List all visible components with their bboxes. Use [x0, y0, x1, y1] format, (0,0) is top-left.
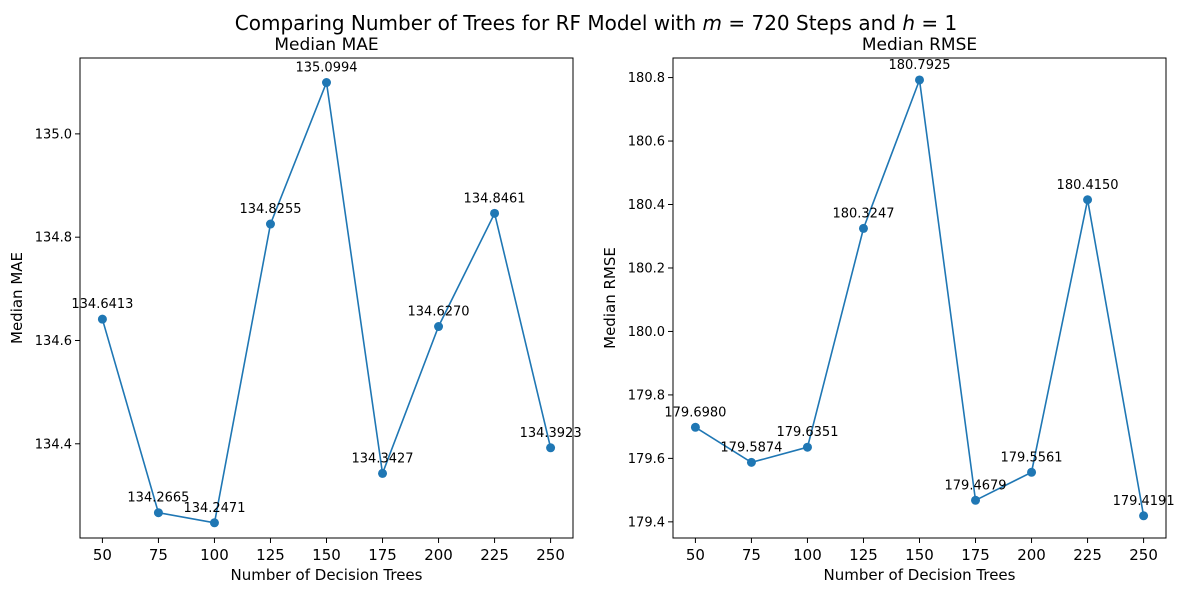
- mae-data-point: [378, 468, 388, 478]
- mae-ylabel: Median MAE: [8, 252, 26, 344]
- suptitle-h: h: [902, 11, 915, 35]
- rmse-data-point: [858, 223, 868, 233]
- mae-data-label: 134.8461: [464, 191, 526, 206]
- rmse-ytick-label: 179.4: [628, 515, 665, 530]
- rmse-data-point: [746, 457, 756, 467]
- mae-ytick-label: 134.6: [35, 334, 72, 349]
- mae-data-point: [434, 322, 444, 332]
- rmse-xtick-label: 225: [1073, 546, 1102, 564]
- mae-xtick-label: 200: [424, 546, 453, 564]
- mae-series-line: [101, 79, 552, 524]
- mae-xtick-label: 75: [149, 546, 168, 564]
- suptitle-post: = 1: [915, 11, 957, 35]
- mae-xtick-label: 125: [256, 546, 285, 564]
- mae-xtick-label: 175: [368, 546, 397, 564]
- rmse-ytick-label: 180.6: [628, 135, 665, 150]
- rmse-data-point: [1083, 195, 1093, 205]
- mae-data-point: [322, 78, 331, 88]
- rmse-data-label: 179.4191: [1113, 494, 1175, 509]
- rmse-ytick-label: 180.4: [628, 198, 665, 213]
- rmse-chart: Median RMSE 50 75 100 125 150 175 200 225 250 179.…: [601, 35, 1175, 584]
- rmse-data-label: 179.6351: [776, 425, 838, 440]
- mae-data-label: 134.2665: [127, 491, 189, 506]
- rmse-xtick-label: 50: [686, 546, 705, 564]
- rmse-data-label: 179.6980: [664, 405, 726, 420]
- rmse-data-point: [915, 75, 924, 85]
- mae-data-label: 134.6413: [71, 297, 133, 312]
- rmse-ytick-label: 180.2: [628, 261, 665, 276]
- mae-data-label: 134.3923: [520, 426, 582, 441]
- rmse-xtick-label: 150: [905, 546, 934, 564]
- rmse-plot-frame: [672, 57, 1167, 539]
- suptitle-mid: = 720 Steps and: [722, 11, 902, 35]
- rmse-ytick-label: 180.8: [628, 71, 665, 86]
- mae-ytick-label: 134.8: [35, 231, 72, 246]
- mae-data-point: [546, 443, 556, 453]
- suptitle-m: m: [703, 11, 722, 35]
- mae-xtick-label: 50: [93, 546, 112, 564]
- mae-plot-frame: [79, 57, 574, 539]
- rmse-ytick-label: 180.0: [628, 325, 665, 340]
- rmse-data-point: [690, 422, 700, 432]
- mae-ytick-label: 134.4: [35, 437, 72, 452]
- mae-data-label: 135.0994: [295, 61, 357, 76]
- mae-data-point: [209, 518, 219, 528]
- mae-data-point: [153, 508, 163, 518]
- rmse-xtick-label: 100: [793, 546, 822, 564]
- rmse-xtick-label: 175: [961, 546, 990, 564]
- mae-xtick-label: 250: [536, 546, 565, 564]
- rmse-data-label: 179.5874: [720, 440, 782, 455]
- rmse-data-point: [1027, 467, 1037, 477]
- rmse-xlabel: Number of Decision Trees: [824, 566, 1016, 584]
- rmse-ytick-label: 179.6: [628, 452, 665, 467]
- suptitle-pre: Comparing Number of Trees for RF Model w…: [235, 11, 703, 35]
- figure-suptitle: Comparing Number of Trees for RF Model w…: [235, 11, 957, 35]
- mae-data-label: 134.3427: [352, 451, 414, 466]
- rmse-data-label: 180.7925: [888, 58, 950, 73]
- mae-xtick-label: 225: [480, 546, 509, 564]
- rmse-data-point: [802, 442, 812, 452]
- rmse-xtick-label: 75: [742, 546, 761, 564]
- rmse-xtick-label: 125: [849, 546, 878, 564]
- rmse-ylabel: Median RMSE: [601, 247, 619, 349]
- rmse-data-label: 180.4150: [1057, 178, 1119, 193]
- mae-data-label: 134.2471: [183, 501, 245, 516]
- rmse-title: Median RMSE: [862, 35, 977, 55]
- mae-xtick-label: 100: [200, 546, 229, 564]
- mae-ytick-label: 135.0: [35, 127, 72, 142]
- mae-data-label: 134.8255: [239, 202, 301, 217]
- mae-xlabel: Number of Decision Trees: [231, 566, 423, 584]
- rmse-xtick-label: 250: [1129, 546, 1158, 564]
- rmse-data-label: 179.5561: [1001, 450, 1063, 465]
- mae-data-point: [265, 219, 275, 229]
- mae-data-label: 134.6270: [408, 305, 470, 320]
- rmse-data-point: [971, 495, 981, 505]
- mae-data-point: [97, 314, 107, 324]
- rmse-data-point: [1139, 511, 1149, 521]
- rmse-data-label: 180.3247: [832, 206, 894, 221]
- rmse-ytick-label: 179.8: [628, 388, 665, 403]
- mae-xtick-label: 150: [312, 546, 341, 564]
- rmse-xtick-label: 200: [1017, 546, 1046, 564]
- mae-chart: Median MAE 50 75 100 125 150 175 200 225 250 134.4…: [8, 35, 582, 584]
- rmse-data-label: 179.4679: [945, 478, 1007, 493]
- mae-data-point: [490, 208, 500, 218]
- mae-title: Median MAE: [274, 35, 378, 55]
